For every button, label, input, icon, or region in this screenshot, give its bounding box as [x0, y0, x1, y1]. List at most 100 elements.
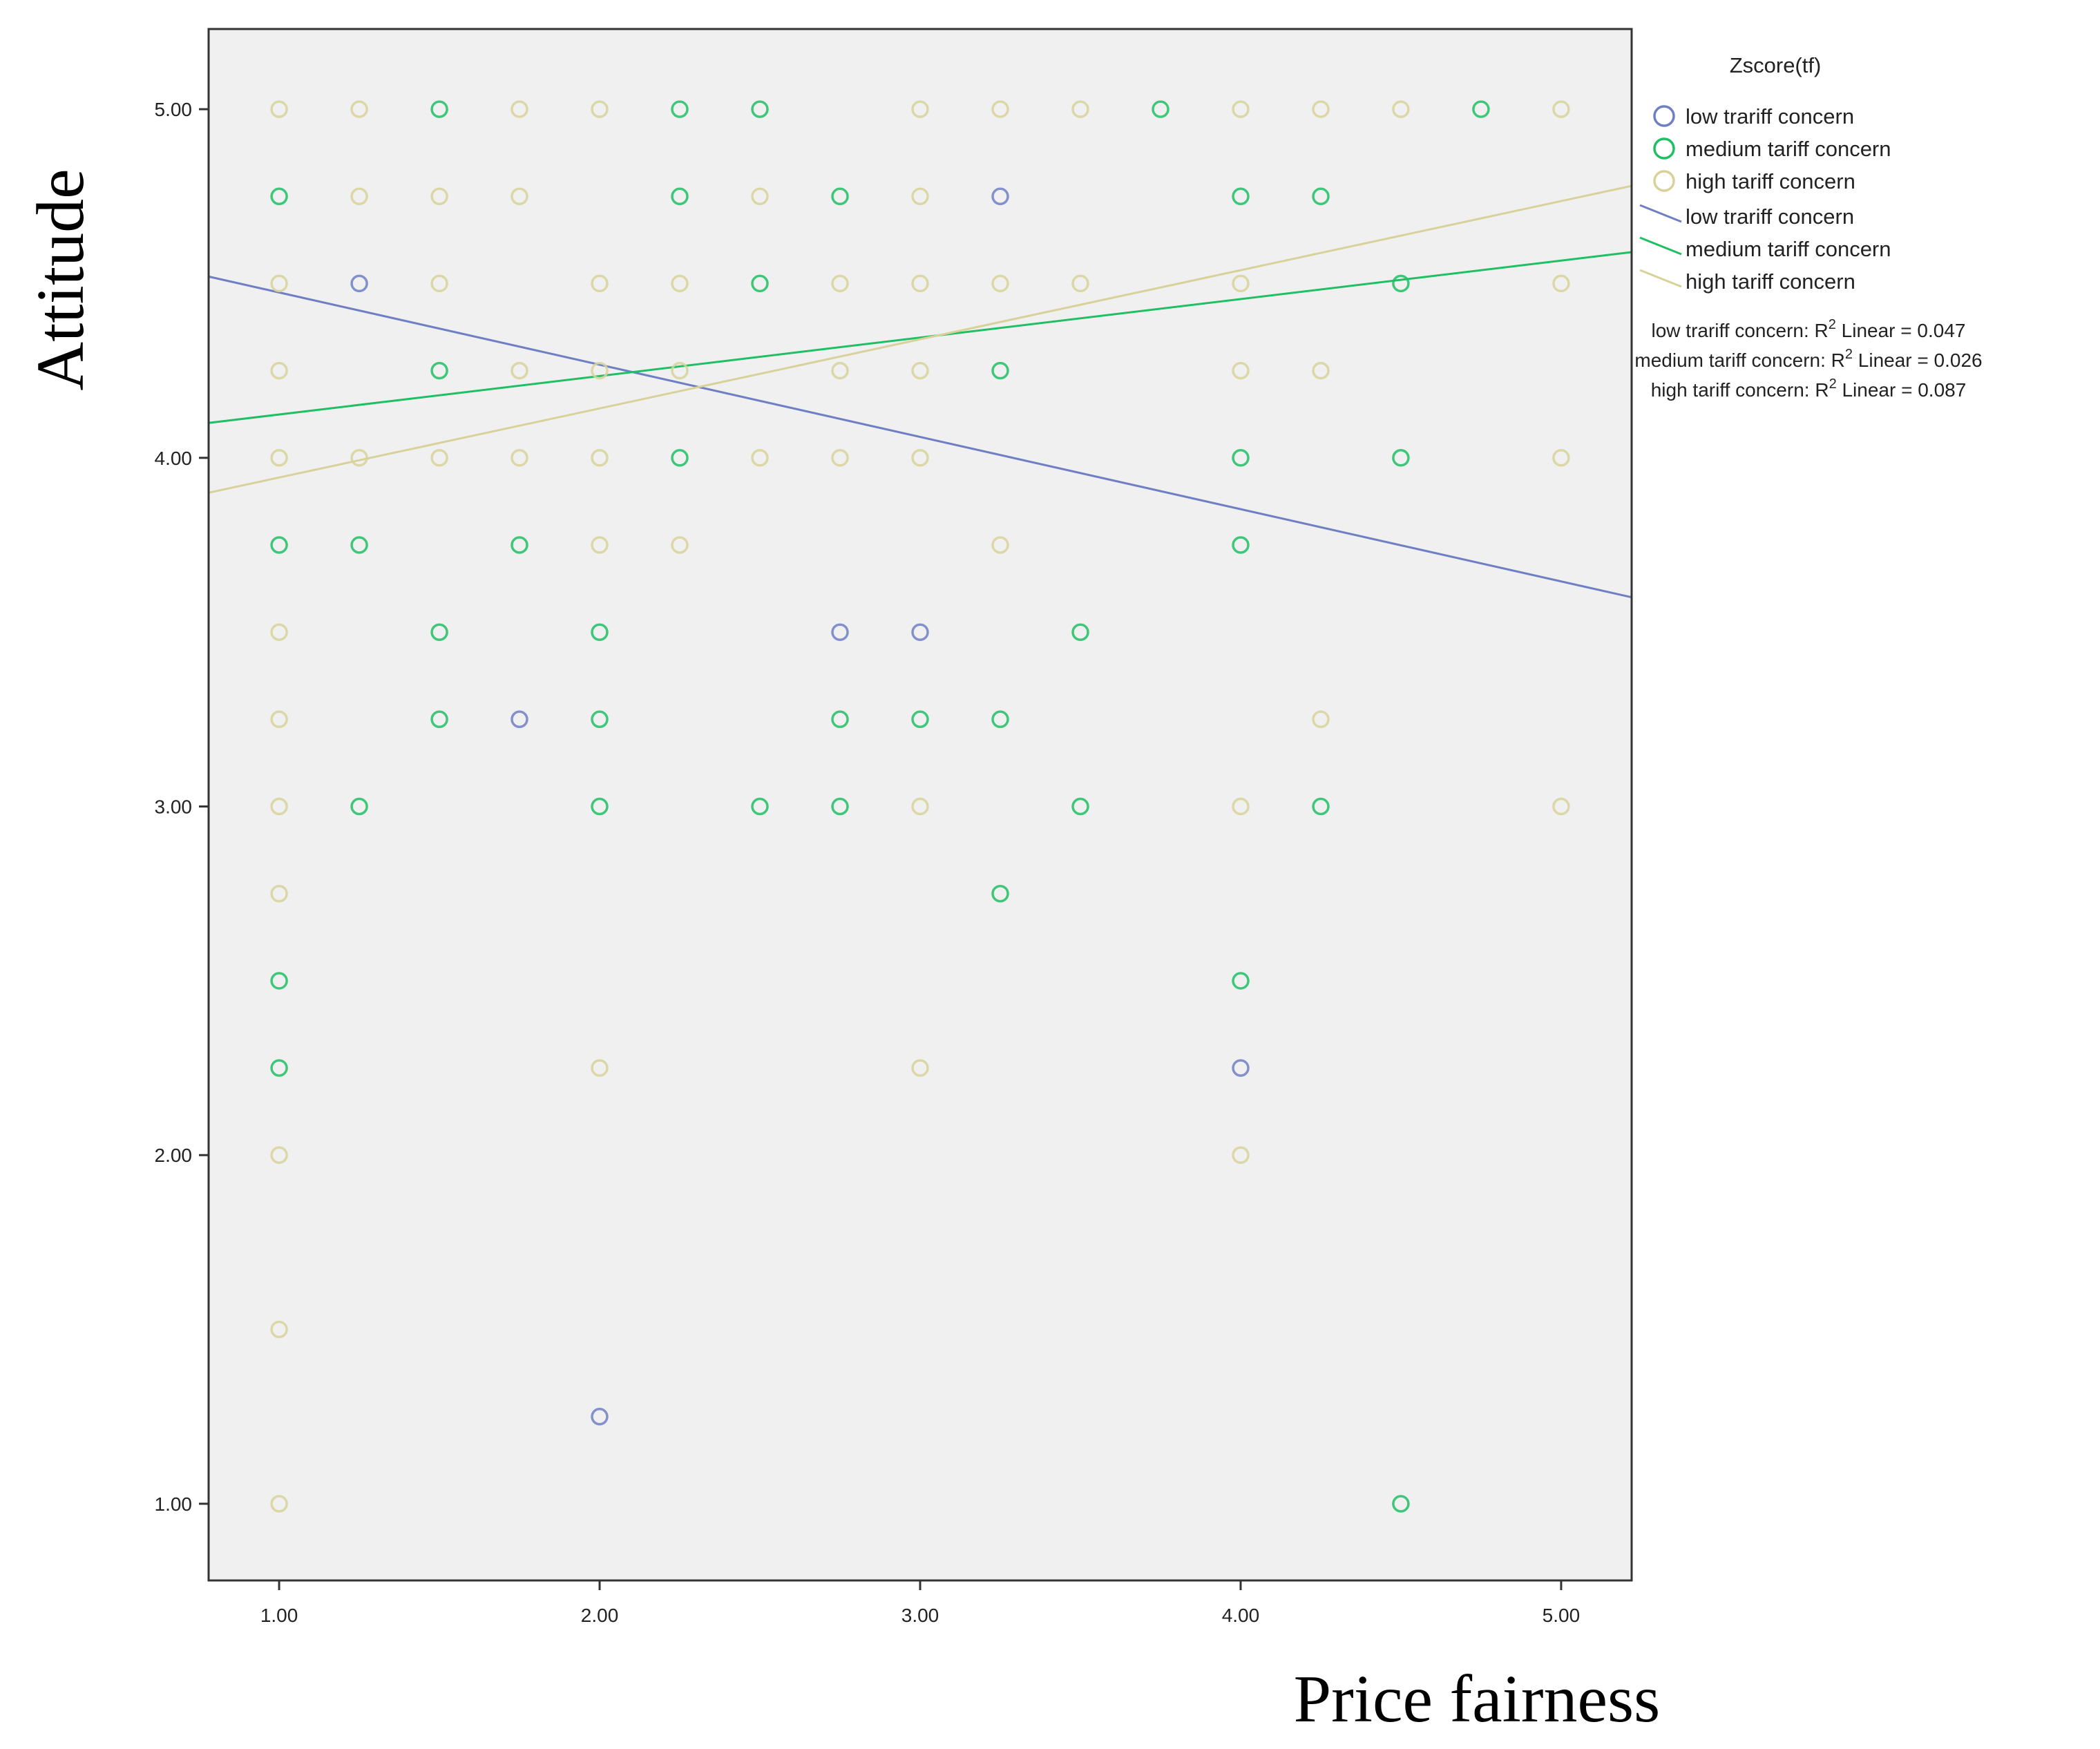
data-point [911, 361, 929, 380]
data-point [671, 187, 689, 206]
legend-line-label: medium tariff concern [1686, 237, 1891, 261]
data-point [1392, 274, 1410, 293]
data-point [1392, 449, 1410, 467]
data-point [1472, 100, 1490, 118]
data-point [751, 797, 769, 816]
data-point [911, 623, 929, 641]
data-point [991, 710, 1009, 729]
data-point [1392, 1495, 1410, 1513]
data-point [270, 623, 288, 641]
data-point [591, 274, 609, 293]
data-point [671, 536, 689, 554]
fit-line-0 [208, 275, 1632, 599]
data-point [1232, 536, 1250, 554]
data-point [1232, 449, 1250, 467]
data-point [911, 797, 929, 816]
fit-line-2 [208, 184, 1632, 494]
x-tick-label: 3.00 [901, 1605, 939, 1626]
data-point [510, 361, 528, 380]
data-point [831, 797, 849, 816]
data-point [1232, 1059, 1250, 1077]
data-point [751, 449, 769, 467]
x-tick-label: 2.00 [581, 1605, 619, 1626]
data-point [591, 1408, 609, 1426]
data-point [430, 361, 448, 380]
data-point [991, 274, 1009, 293]
data-point [591, 449, 609, 467]
data-point [1232, 100, 1250, 118]
legend-marker-entries: low trariff concern medium tariff concern… [1653, 104, 1891, 193]
data-point [831, 187, 849, 206]
data-point [671, 274, 689, 293]
data-point [350, 100, 368, 118]
y-axis-title: Attitude [23, 169, 98, 390]
legend-marker-label: high tariff concern [1686, 169, 1855, 193]
legend-r2-label: medium tariff concern: R2 Linear = 0.026 [1634, 347, 1982, 371]
data-point [991, 884, 1009, 903]
data-point [1071, 100, 1089, 118]
data-point [1071, 623, 1089, 641]
data-point [430, 623, 448, 641]
data-point [991, 361, 1009, 380]
x-tick-label: 1.00 [260, 1605, 298, 1626]
data-point [350, 187, 368, 206]
legend-marker-icon [1653, 170, 1675, 192]
data-point [591, 623, 609, 641]
data-point [350, 797, 368, 816]
data-point [350, 536, 368, 554]
legend-r2-lines: low trariff concern: R2 Linear = 0.047 me… [1634, 317, 1982, 401]
legend-line-icon [1639, 204, 1682, 223]
data-point [270, 1495, 288, 1513]
data-point [1392, 100, 1410, 118]
data-point [1552, 100, 1570, 118]
legend-line-label: low trariff concern [1686, 204, 1854, 229]
data-point [911, 187, 929, 206]
data-point [591, 361, 609, 380]
data-point [1152, 100, 1170, 118]
data-point [430, 187, 448, 206]
data-point [671, 361, 689, 380]
data-point [911, 449, 929, 467]
legend-line-icon [1639, 269, 1682, 288]
data-point [591, 536, 609, 554]
data-point [911, 710, 929, 729]
data-point [510, 710, 528, 729]
data-point [510, 536, 528, 554]
data-point [430, 274, 448, 293]
data-point [991, 187, 1009, 206]
legend-marker-icon [1653, 137, 1675, 160]
data-point [270, 972, 288, 990]
legend-line-entries: low trariff concern medium tariff concern… [1639, 204, 1891, 294]
data-point [591, 797, 609, 816]
data-point [350, 274, 368, 293]
data-point [1232, 797, 1250, 816]
data-point [270, 274, 288, 293]
legend-title: Zscore(tf) [1730, 53, 1822, 77]
x-tick-label: 4.00 [1222, 1605, 1260, 1626]
data-point [911, 274, 929, 293]
x-axis-ticks: 1.00 2.00 3.00 4.00 5.00 [260, 1580, 1580, 1626]
data-point [270, 1059, 288, 1077]
data-point [430, 100, 448, 118]
data-point [350, 449, 368, 467]
data-point [671, 100, 689, 118]
data-point [270, 187, 288, 206]
data-point [510, 187, 528, 206]
data-point [751, 274, 769, 293]
data-point [591, 1059, 609, 1077]
data-point [1312, 187, 1330, 206]
legend-marker-label: medium tariff concern [1686, 137, 1891, 161]
legend-line-icon [1639, 236, 1682, 256]
data-point [1312, 100, 1330, 118]
data-point [591, 710, 609, 729]
data-point [430, 710, 448, 729]
legend: Zscore(tf) low trariff concern medium tar… [1634, 53, 1982, 401]
data-point [1071, 797, 1089, 816]
data-point [270, 710, 288, 729]
legend-r2-label: low trariff concern: R2 Linear = 0.047 [1652, 317, 1966, 341]
legend-r2-label: high tariff concern: R2 Linear = 0.087 [1651, 376, 1967, 401]
data-point [270, 536, 288, 554]
data-point [831, 274, 849, 293]
data-point [270, 1146, 288, 1164]
